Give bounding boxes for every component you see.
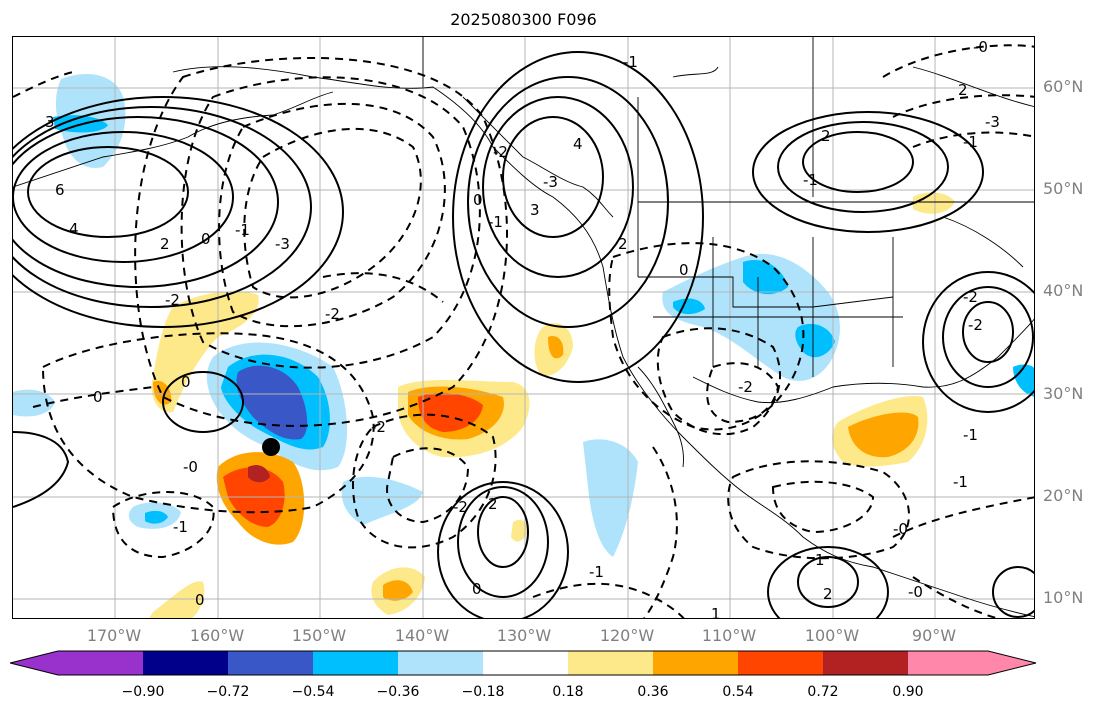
negative-anomaly-shading [13,74,1034,557]
colorbar-bin [313,651,398,675]
colorbar-bin [228,651,313,675]
lon-label-160w: 160°W [189,626,245,645]
colorbar-tick: 0.54 [722,684,754,700]
colorbar-bin [398,651,483,675]
contour-label: -3 [985,113,1000,131]
contour-labels: 3 6 4 2 0 -1 -3 -2 0 0 -0 -2 -1 0 -2 -2 … [45,38,1000,619]
lon-label-90w: 90°W [911,626,957,645]
colorbar-tick: −0.72 [206,684,250,700]
lat-label-50n: 50°N [1043,179,1084,198]
map-title: 2025080300 F096 [450,10,597,29]
contour-label: 2 [823,585,833,603]
lon-label-140w: 140°W [394,626,450,645]
lon-label-170w: 170°W [86,626,142,645]
contour-label: -2 [371,418,386,436]
contour-label: 4 [573,135,583,153]
contour-label: -3 [275,235,290,253]
contour-label: 3 [530,201,540,219]
colorbar-tick: −0.36 [376,684,420,700]
contour-label: -1 [589,563,604,581]
contour-label: 2 [821,127,831,145]
contour-label: 1 [815,551,825,569]
lat-label-60n: 60°N [1043,77,1084,96]
coastlines [13,37,1034,618]
contour-label: 1 [711,605,721,619]
contour-label: 6 [55,181,65,199]
map-panel: 3 6 4 2 0 -1 -3 -2 0 0 -0 -2 -1 0 -2 -2 … [12,36,1035,619]
lon-label-120w: 120°W [599,626,655,645]
colorbar-tick: 0.36 [637,684,669,700]
contour-label: -1 [235,221,250,239]
graticule [13,37,1034,618]
lon-label-130w: 130°W [496,626,552,645]
contour-label: 0 [679,261,689,279]
colorbar-bin [483,651,568,675]
contour-label: 3 [45,113,55,131]
contour-label: 2 [618,235,628,253]
contour-label: 0 [201,230,211,248]
contour-label: -2 [963,288,978,306]
colorbar-tick: 0.18 [552,684,584,700]
colorbar-bin [823,651,908,675]
contour-label: -0 [973,38,988,56]
colorbar-tick: −0.54 [291,684,335,700]
dashed-contours [13,44,1034,618]
contour-label: -3 [543,173,558,191]
contour-label: 0 [472,580,482,598]
colorbar-tick: 0.72 [807,684,839,700]
contour-label: -1 [963,133,978,151]
contour-label: 2 [488,495,498,513]
contour-label: -1 [803,171,818,189]
contour-label: -2 [493,143,508,161]
colorbar-tick: 0.90 [892,684,924,700]
contour-label: -0 [183,458,198,476]
contour-label: 0 [93,388,103,406]
contour-label: -1 [953,473,968,491]
colorbar-bin [143,651,228,675]
contour-label: 0 [473,191,483,209]
contour-label: -1 [488,213,503,231]
lat-label-40n: 40°N [1043,281,1084,300]
contour-label: -2 [453,498,468,516]
contour-label: -2 [738,378,753,396]
lon-label-150w: 150°W [291,626,347,645]
solid-contours [13,51,1034,618]
contour-label: 4 [69,220,79,238]
colorbar-bin [653,651,738,675]
map-canvas: 3 6 4 2 0 -1 -3 -2 0 0 -0 -2 -1 0 -2 -2 … [13,37,1034,619]
colorbar-tick: −0.18 [461,684,505,700]
contour-label: -0 [893,520,908,538]
contour-label: -2 [325,305,340,323]
contour-label: -1 [173,518,188,536]
contour-label: 0 [195,591,205,609]
lat-label-30n: 30°N [1043,384,1084,403]
colorbar-extend-low [10,651,143,675]
colorbar-extend-high [908,651,1036,675]
lon-label-110w: 110°W [701,626,757,645]
lat-label-10n: 10°N [1043,588,1084,607]
contour-label: 2 [160,235,170,253]
contour-label: -2 [968,316,983,334]
contour-label: -1 [963,426,978,444]
contour-label: -2 [165,291,180,309]
contour-label: 0 [181,373,191,391]
colorbar-bin [568,651,653,675]
contour-label: -0 [908,583,923,601]
colorbar [10,650,1037,676]
colorbar-tick: −0.90 [121,684,165,700]
contour-label: -1 [623,53,638,71]
contour-label: 2 [958,81,968,99]
lon-label-100w: 100°W [804,626,860,645]
lat-label-20n: 20°N [1043,486,1084,505]
location-marker [262,438,280,456]
colorbar-bin [738,651,823,675]
